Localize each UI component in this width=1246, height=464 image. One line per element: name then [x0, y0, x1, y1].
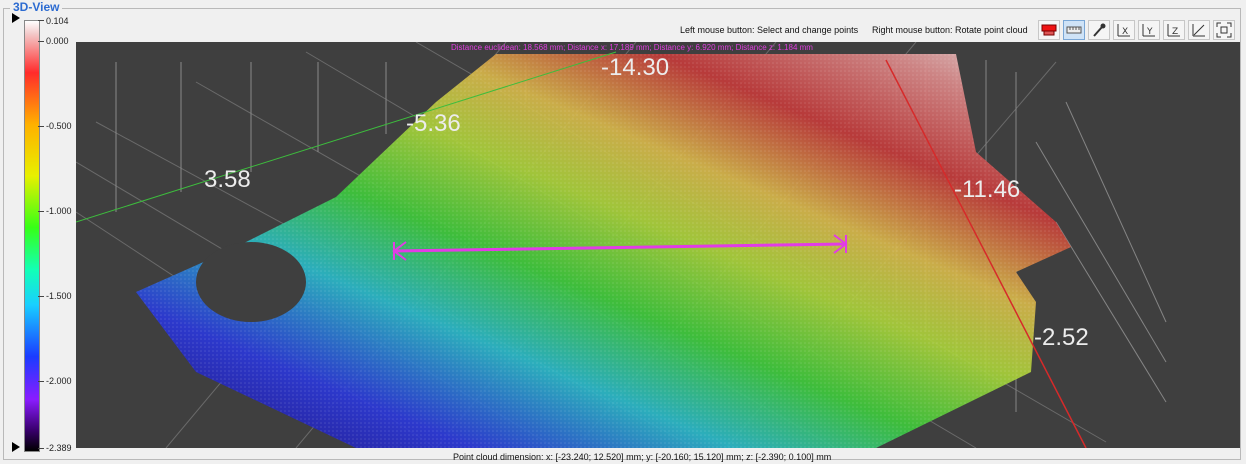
- grid-wall-left: [115, 62, 527, 212]
- colorbar-label: -1.000: [46, 206, 72, 216]
- color-mode-icon: [1041, 24, 1057, 36]
- 3d-view-panel: [3, 8, 1241, 460]
- svg-text:X: X: [1122, 27, 1128, 37]
- colorbar-label-min: -2.389: [46, 443, 72, 453]
- axis-xy-button[interactable]: [1188, 20, 1210, 40]
- colorbar-tick: [38, 41, 44, 42]
- surface-hole: [196, 242, 306, 322]
- eyedropper-button[interactable]: [1088, 20, 1110, 40]
- distance-measurement[interactable]: [392, 234, 848, 261]
- y-axis-line: [76, 51, 617, 223]
- axis-xy-icon: [1192, 24, 1205, 37]
- left-mouse-hint: Left mouse button: Select and change poi…: [680, 25, 859, 35]
- axis-label: -11.46: [954, 176, 1021, 203]
- ruler-icon: [1066, 26, 1082, 34]
- svg-text:Y: Y: [1146, 27, 1153, 37]
- x-axis-line: [885, 59, 1087, 448]
- right-mouse-hint: Right mouse button: Rotate point cloud: [872, 25, 1028, 35]
- colorbar-tick: [38, 381, 44, 382]
- axis-label: 3.58: [204, 166, 251, 193]
- eyedropper-icon: [1093, 23, 1106, 37]
- fit-view-icon: [1216, 22, 1232, 38]
- axis-z-button[interactable]: Z: [1163, 20, 1185, 40]
- colorbar-tick: [38, 211, 44, 212]
- colorbar-max-marker[interactable]: [12, 13, 20, 23]
- colorbar-label: -1.500: [46, 291, 72, 301]
- colorbar-label-max: 0.104: [46, 16, 69, 26]
- point-cloud-viewport[interactable]: Distance euclidean: 18.568 mm; Distance …: [76, 42, 1240, 448]
- colorbar-min-marker[interactable]: [12, 442, 20, 452]
- axis-y-icon: Y: [1142, 24, 1155, 37]
- colorbar-label: -2.000: [46, 376, 72, 386]
- axis-x-button[interactable]: X: [1113, 20, 1135, 40]
- svg-text:Z: Z: [1172, 27, 1178, 37]
- colorbar-tick: [38, 296, 44, 297]
- axis-label: -2.52: [1034, 324, 1089, 351]
- color-mode-button[interactable]: [1038, 20, 1060, 40]
- axis-label: -5.36: [406, 110, 461, 137]
- colorbar-label: 0.000: [46, 36, 69, 46]
- point-cloud-canvas[interactable]: [76, 42, 1240, 448]
- axis-x-icon: X: [1117, 24, 1130, 37]
- color-scale-bar: [24, 20, 40, 452]
- distance-readout: Distance euclidean: 18.568 mm; Distance …: [451, 43, 813, 52]
- ruler-button[interactable]: [1063, 20, 1085, 40]
- point-cloud-texture: [136, 54, 1071, 448]
- panel-title: 3D-View: [10, 0, 63, 14]
- axis-y-button[interactable]: Y: [1138, 20, 1160, 40]
- fit-view-button[interactable]: [1213, 20, 1235, 40]
- axis-z-icon: Z: [1167, 24, 1180, 37]
- colorbar-label: -0.500: [46, 121, 72, 131]
- colorbar-tick: [38, 448, 44, 449]
- colorbar-tick: [38, 20, 44, 21]
- colorbar-tick: [38, 126, 44, 127]
- axis-label: -14.30: [601, 54, 670, 81]
- point-cloud-dimension: Point cloud dimension: x: [-23.240; 12.5…: [453, 452, 832, 462]
